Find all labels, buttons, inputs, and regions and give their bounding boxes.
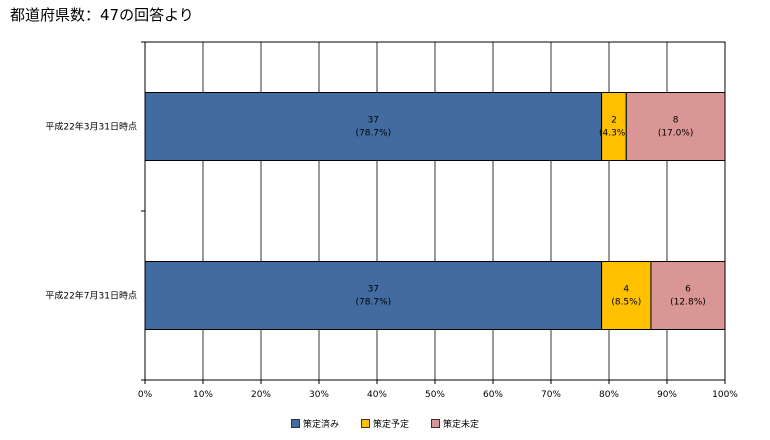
x-tick-label: 10% xyxy=(193,390,213,400)
x-tick-label: 70% xyxy=(541,390,561,400)
legend-item-planned: 策定予定 xyxy=(360,417,409,430)
x-tick-label: 20% xyxy=(251,390,271,400)
category-label: 平成22年7月31日時点 xyxy=(45,290,137,302)
stacked-bar-chart: 0% 10% 20% 30% 40% 50% 60% 70% 80% 90% 100% 平成22年3月… xyxy=(45,41,738,400)
bar-segment xyxy=(601,92,627,161)
legend-label-undecided: 策定未定 xyxy=(443,420,480,430)
legend-swatch-undecided xyxy=(431,419,440,428)
x-tick-label: 50% xyxy=(425,390,445,400)
x-tick-label: 100% xyxy=(712,390,738,400)
data-label-percent: (8.5%) xyxy=(611,298,641,308)
bar-segment xyxy=(144,92,603,161)
data-label-percent: (78.7%) xyxy=(355,298,391,308)
x-tick-label: 40% xyxy=(367,390,387,400)
legend-label-done: 策定済み xyxy=(302,420,339,430)
legend-swatch-done xyxy=(290,419,300,428)
data-label-value: 37 xyxy=(368,285,379,295)
data-label-value: 37 xyxy=(368,116,379,126)
legend-item-undecided: 策定未定 xyxy=(431,417,479,430)
legend-swatch-planned xyxy=(360,419,370,428)
data-label-percent: (17.0%) xyxy=(658,129,694,139)
x-tick-label: 60% xyxy=(483,390,503,400)
data-label-value: 6 xyxy=(685,285,691,295)
chart-title: 都道府県数：47の回答より xyxy=(10,6,194,24)
bar-segment xyxy=(601,261,652,330)
x-tick-label: 30% xyxy=(309,390,329,400)
data-label-percent: (4.3%) xyxy=(599,129,629,139)
data-label-percent: (78.7%) xyxy=(355,129,391,139)
bar-segment xyxy=(144,261,603,330)
legend: 策定済み 策定予定 策定未定 xyxy=(0,417,770,430)
legend-item-done: 策定済み xyxy=(290,417,339,430)
bar-segment xyxy=(625,92,726,161)
data-label-value: 2 xyxy=(611,116,617,126)
category-label: 平成22年3月31日時点 xyxy=(45,121,137,133)
x-tick-label: 80% xyxy=(599,390,619,400)
data-label-value: 4 xyxy=(623,285,629,295)
bar-segment xyxy=(650,261,726,330)
x-tick-label: 0% xyxy=(138,390,153,400)
data-label-value: 8 xyxy=(673,116,679,126)
x-tick-label: 90% xyxy=(657,390,677,400)
data-label-percent: (12.8%) xyxy=(670,298,706,308)
legend-label-planned: 策定予定 xyxy=(372,420,409,430)
